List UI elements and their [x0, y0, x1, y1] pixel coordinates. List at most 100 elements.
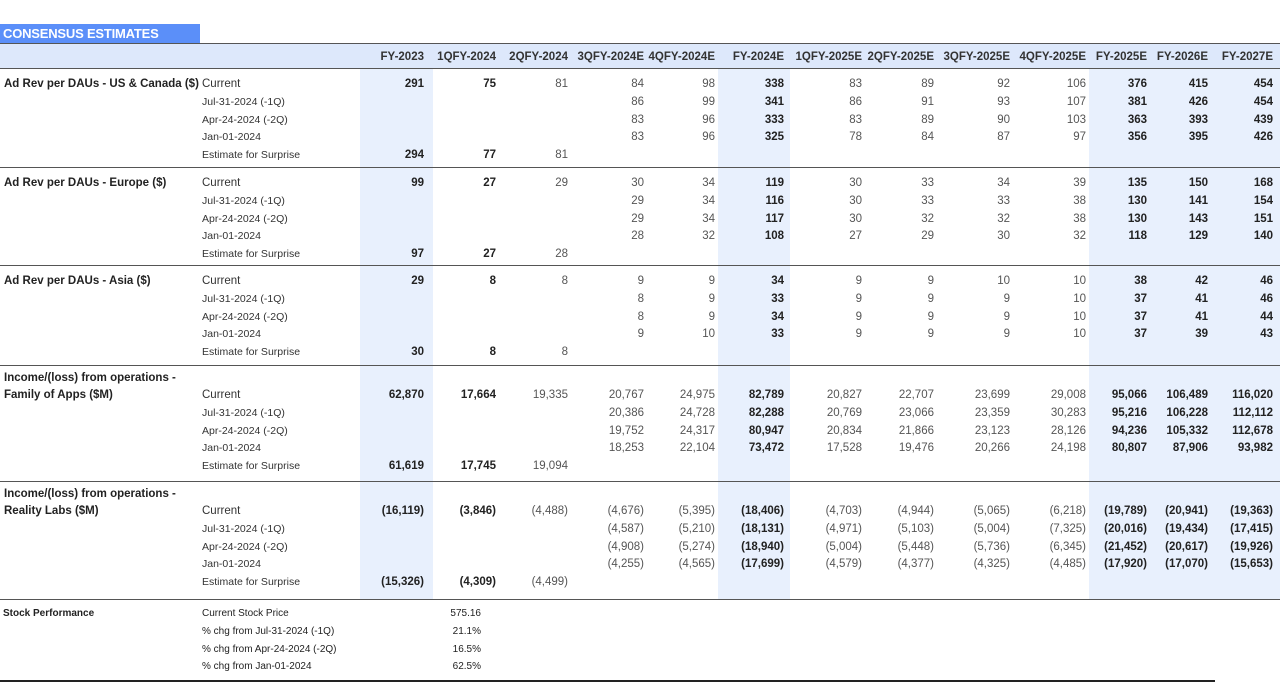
table-cell: 30 [997, 230, 1010, 243]
table-cell: 37 [1134, 328, 1147, 341]
table-cell: (17,070) [1165, 558, 1208, 571]
table-cell: 28,126 [1050, 424, 1086, 437]
table-cell: 32 [921, 212, 934, 225]
row-label: Current [202, 505, 241, 517]
metric-label: Reality Labs ($M) [4, 505, 99, 517]
column-header: 4QFY-2025E [1019, 51, 1086, 63]
table-cell: (5,274) [678, 540, 715, 553]
table-cell: 27 [483, 248, 496, 261]
table-cell: 30 [631, 177, 644, 189]
table-cell: (17,415) [1230, 522, 1273, 535]
table-cell: 106,489 [1166, 389, 1208, 401]
table-cell: 39 [1073, 177, 1086, 189]
table-cell: 9 [1003, 292, 1010, 305]
table-cell: 325 [764, 131, 784, 144]
column-header: FY-2027E [1221, 51, 1273, 63]
table-cell: 20,827 [826, 389, 862, 401]
table-cell: 73,472 [748, 442, 784, 455]
section-divider [0, 167, 1280, 168]
table-cell: 83 [631, 131, 644, 144]
table-cell: 41 [1195, 292, 1208, 305]
table-cell: 33 [997, 194, 1010, 207]
table-cell: 91 [921, 95, 934, 108]
table-cell: 38 [1073, 212, 1086, 225]
table-cell: 27 [849, 230, 862, 243]
row-label: Jan-01-2024 [202, 230, 261, 243]
row-label: Apr-24-2024 (-2Q) [202, 212, 288, 225]
row-label: Apr-24-2024 (-2Q) [202, 540, 288, 553]
table-cell: 38 [1134, 275, 1147, 287]
column-header: 4QFY-2024E [648, 51, 715, 63]
table-cell: (5,103) [897, 522, 934, 535]
table-cell: 89 [921, 113, 934, 126]
table-cell: 93 [997, 95, 1010, 108]
column-header: 2QFY-2025E [867, 51, 934, 63]
table-cell: (5,736) [973, 540, 1010, 553]
table-cell: (7,325) [1049, 522, 1086, 535]
table-cell: 95,216 [1111, 406, 1147, 419]
column-header: 2QFY-2024 [509, 51, 568, 63]
table-cell: 24,975 [679, 389, 715, 401]
table-cell: (5,210) [678, 522, 715, 535]
table-cell: 34 [771, 310, 784, 323]
table-cell: 106 [1066, 78, 1086, 90]
table-cell: 28 [555, 248, 568, 261]
table-cell: 426 [1188, 95, 1208, 108]
band-fy2024e [718, 69, 790, 599]
table-cell: (4,488) [531, 505, 568, 517]
table-cell: 97 [1073, 131, 1086, 144]
bottom-rule [0, 680, 1215, 682]
table-cell: 19,752 [608, 424, 644, 437]
table-cell: 116,020 [1232, 389, 1273, 401]
table-cell: 80,947 [748, 424, 784, 437]
table-cell: 33 [771, 292, 784, 305]
row-label: Jul-31-2024 (-1Q) [202, 522, 285, 535]
table-cell: 84 [631, 78, 644, 90]
table-cell: 8 [489, 275, 496, 287]
table-cell: 83 [849, 113, 862, 126]
table-cell: (16,119) [381, 505, 424, 517]
table-cell: 9 [927, 292, 934, 305]
stock-metric-label: % chg from Jan-01-2024 [202, 661, 312, 673]
table-cell: 9 [927, 328, 934, 341]
table-cell: 17,664 [460, 389, 496, 401]
table-cell: 9 [637, 275, 644, 287]
table-cell: 98 [702, 78, 715, 90]
table-cell: (19,363) [1230, 505, 1273, 517]
stock-metric-value: 16.5% [452, 643, 481, 655]
table-cell: 32 [1073, 230, 1086, 243]
table-cell: 41 [1195, 310, 1208, 323]
table-cell: (4,499) [531, 576, 568, 589]
table-cell: 29 [631, 212, 644, 225]
table-cell: 9 [855, 310, 862, 323]
table-cell: 95,066 [1111, 389, 1147, 401]
table-cell: (15,326) [381, 576, 424, 589]
table-cell: 94,236 [1111, 424, 1147, 437]
table-cell: 22,707 [898, 389, 934, 401]
table-cell: 24,317 [679, 424, 715, 437]
table-cell: 99 [411, 177, 424, 189]
column-header: 3QFY-2024E [577, 51, 644, 63]
table-cell: 8 [489, 346, 496, 359]
band-fy2025-2027 [1089, 69, 1280, 599]
row-label: Apr-24-2024 (-2Q) [202, 113, 288, 126]
row-label: Current [202, 177, 241, 189]
table-cell: (5,065) [973, 505, 1010, 517]
table-cell: 140 [1253, 230, 1273, 243]
table-cell: 62,870 [388, 389, 424, 401]
table-cell: 9 [927, 275, 934, 287]
table-cell: 9 [1003, 310, 1010, 323]
table-cell: 454 [1253, 78, 1273, 90]
metric-label: Family of Apps ($M) [4, 389, 113, 401]
table-cell: (3,846) [459, 505, 496, 517]
table-cell: 17,745 [460, 460, 496, 473]
table-cell: 42 [1195, 275, 1208, 287]
table-cell: 112,678 [1232, 424, 1273, 437]
table-cell: 96 [702, 113, 715, 126]
table-cell: (4,971) [825, 522, 862, 535]
table-cell: 17,528 [826, 442, 862, 455]
table-cell: 294 [404, 149, 424, 162]
table-cell: 10 [1073, 275, 1086, 287]
table-cell: 10 [1073, 328, 1086, 341]
section-divider [0, 265, 1280, 266]
